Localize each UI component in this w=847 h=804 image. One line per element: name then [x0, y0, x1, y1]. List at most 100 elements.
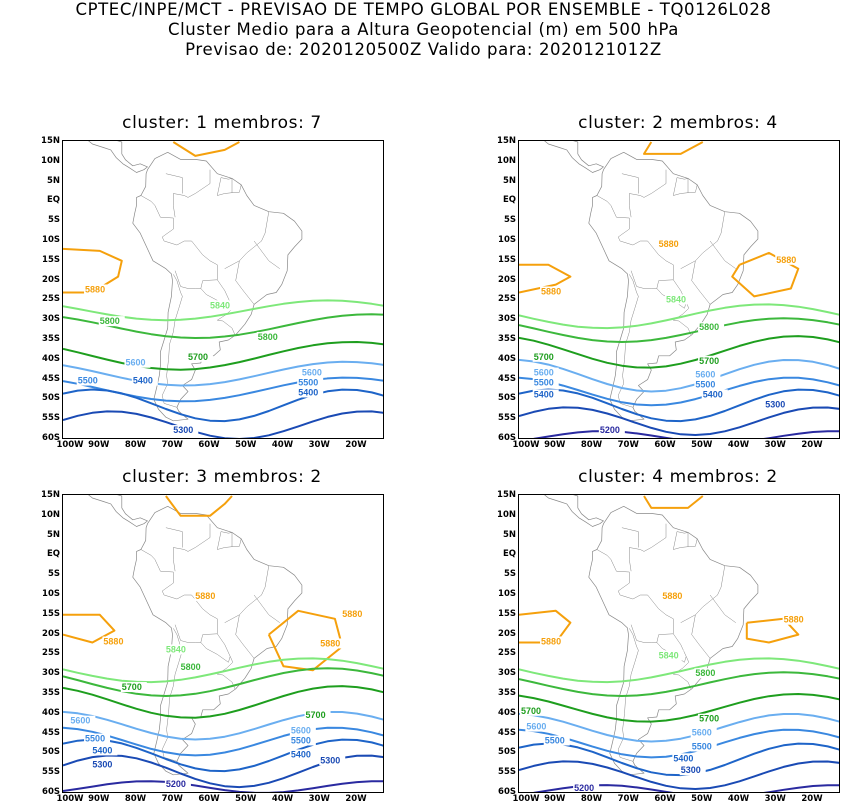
country-border — [173, 523, 211, 552]
contour-line-5880 — [63, 613, 116, 644]
latitude-tick-label: 35S — [498, 334, 516, 344]
latitude-tick-label: 40S — [42, 353, 60, 364]
contour-label-bg — [672, 753, 699, 764]
contour-label-bg — [164, 779, 191, 790]
contour-label: 5600 — [70, 716, 90, 726]
contour-label-bg — [657, 650, 684, 661]
latitude-tick-label: 5S — [47, 215, 60, 226]
contour-line-5840 — [519, 657, 839, 684]
contour-line-5700 — [63, 341, 383, 371]
longitude-tick-label: 100W — [512, 794, 540, 804]
panel-title: cluster: 2 membros: 4 — [578, 113, 778, 133]
contour-label: 5500 — [545, 736, 565, 746]
longitude-tick-label: 80W — [124, 794, 147, 804]
contour-label: 5400 — [703, 389, 723, 399]
latitude-tick-label: 5N — [502, 175, 516, 186]
longitude-tick-label: 50W — [691, 794, 713, 804]
contour-label: 5400 — [534, 389, 554, 399]
contour-label-bg — [289, 725, 316, 736]
latitude-tick-label: 40S — [498, 353, 516, 364]
latitude-tick-label: 35S — [42, 688, 60, 698]
longitude-tick-label: 80W — [124, 440, 147, 450]
country-border — [253, 240, 280, 269]
contour-label-bg — [698, 355, 725, 366]
longitude-tick-label: 20W — [801, 794, 823, 804]
contour-label-bg — [782, 614, 809, 625]
latitude-tick-label: 55S — [498, 413, 516, 424]
coastline-south-america — [588, 505, 759, 776]
longitude-tick-label: 50W — [235, 794, 257, 804]
figure-header: CPTEC/INPE/MCT - PREVISAO DE TEMPO GLOBA… — [0, 0, 847, 60]
contour-label: 5840 — [166, 644, 186, 654]
contour-line-5800 — [63, 313, 383, 339]
latitude-tick-label: 15N — [497, 136, 516, 146]
contour-line-5700 — [519, 335, 839, 369]
coastline-central-america — [88, 141, 148, 173]
latitude-tick-label: 15N — [41, 490, 60, 500]
latitude-tick-label: 20S — [42, 274, 60, 285]
contour-label: 5300 — [173, 425, 193, 435]
latitude-tick-label: 15N — [497, 490, 516, 500]
contour-label-bg — [598, 425, 625, 436]
country-border — [165, 527, 183, 548]
contour-label: 5800 — [258, 332, 278, 342]
map-canvas: 5880588058805840580057005700560056005500… — [519, 495, 839, 792]
longitude-tick-label: 80W — [580, 794, 603, 804]
contour-label: 5880 — [103, 637, 123, 647]
latitude-tick-label: 45S — [42, 727, 60, 738]
country-border — [709, 240, 736, 269]
contour-label: 5600 — [526, 722, 546, 732]
contour-label: 5300 — [320, 755, 340, 765]
contour-line-5880 — [643, 495, 704, 509]
contour-label-bg — [289, 735, 316, 746]
longitude-tick-label: 60W — [654, 794, 676, 804]
contour-line-5400 — [63, 738, 383, 773]
panel-title: cluster: 4 membros: 2 — [578, 467, 778, 487]
latitude-tick-label: EQ — [502, 549, 516, 560]
longitude-tick-label: 20W — [345, 440, 367, 450]
contour-line-5500 — [63, 726, 383, 757]
contour-line-5700 — [63, 685, 383, 719]
latitude-tick-label: 10N — [41, 509, 60, 520]
contour-line-5880 — [643, 141, 704, 155]
contour-label: 5400 — [673, 753, 693, 763]
latitude-tick-label: 15N — [41, 136, 60, 146]
contour-label-bg — [91, 759, 118, 770]
contour-line-5500 — [519, 376, 839, 407]
longitude-tick-label: 70W — [161, 440, 183, 450]
contour-label-bg — [91, 745, 118, 756]
country-border — [673, 319, 692, 336]
country-border — [629, 547, 632, 572]
latitude-tick-label: 10S — [498, 589, 516, 599]
country-border — [673, 673, 692, 690]
contour-label-bg — [764, 399, 791, 410]
country-border — [165, 173, 183, 194]
contour-line-5800 — [519, 317, 839, 343]
latitude-tick-label: 5S — [503, 569, 516, 580]
contour-label: 5500 — [291, 736, 311, 746]
latitude-tick-label: 35S — [42, 334, 60, 344]
contour-label: 5700 — [699, 356, 719, 366]
latitude-tick-label: 30S — [42, 314, 60, 325]
country-border — [596, 549, 612, 560]
country-border — [691, 614, 711, 659]
country-border — [630, 240, 674, 289]
country-border — [174, 594, 218, 643]
latitude-tick-label: 10S — [498, 235, 516, 245]
contour-label: 5700 — [521, 706, 541, 716]
contour-line-5400 — [63, 388, 383, 423]
panel-title: cluster: 1 membros: 7 — [122, 113, 322, 133]
latitude-tick-label: 20S — [42, 628, 60, 639]
contour-label-bg — [172, 425, 199, 436]
latitude-tick-label: 50S — [42, 393, 60, 404]
contour-label: 5800 — [695, 668, 715, 678]
map-canvas: 5880 5880 5880 5880 5840 5800 5700 5700 5600 5600… — [63, 495, 383, 792]
contour-label-bg — [690, 741, 717, 752]
contour-label-bg — [289, 749, 316, 760]
contour-line-5200 — [63, 780, 383, 792]
contour-label-bg — [102, 636, 129, 647]
contour-line-5600 — [519, 712, 839, 743]
contour-label: 5880 — [342, 609, 362, 619]
contour-label: 5700 — [188, 352, 208, 362]
